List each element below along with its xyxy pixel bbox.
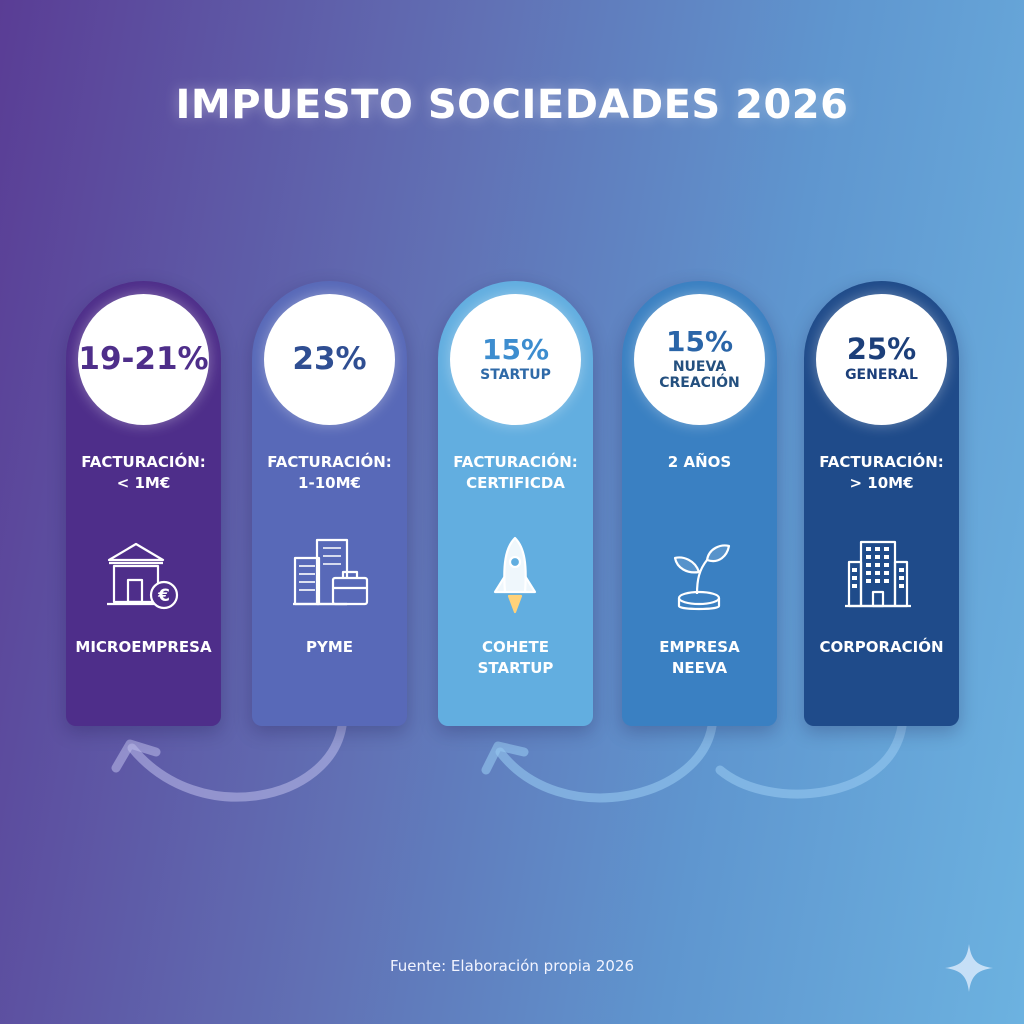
revenue-label: FACTURACIÓN: — [267, 453, 392, 471]
bank-euro-icon: € — [107, 542, 179, 610]
card-label-line-1: EMPRESA — [659, 638, 740, 656]
sparkle-icon — [945, 944, 993, 992]
office-briefcase-icon — [293, 538, 369, 606]
curved-arrow-head-2 — [481, 741, 529, 775]
card-label: MICROEMPRESA — [66, 637, 221, 658]
revenue-info: FACTURACIÓN: 1-10M€ — [252, 452, 407, 494]
rate-subtitle: GENERAL — [845, 367, 918, 384]
rate-subtitle: STARTUP — [480, 366, 551, 383]
card-corporacion: 25% GENERAL FACTURACIÓN: > 10M€ CORPORAC… — [804, 281, 959, 726]
card-label: COHETE STARTUP — [438, 637, 593, 679]
rate-value: 15% — [481, 332, 550, 366]
revenue-label: FACTURACIÓN: — [81, 453, 206, 471]
curved-arrow-nueva-to-startup — [495, 721, 717, 803]
revenue-value: > 10M€ — [849, 474, 914, 492]
revenue-value: < 1M€ — [116, 474, 171, 492]
card-microempresa: 19-21% FACTURACIÓN: < 1M€ € MICROEMPRESA — [66, 281, 221, 726]
sprout-coin-icon — [673, 544, 731, 611]
revenue-label: 2 AÑOS — [667, 453, 732, 471]
revenue-label: FACTURACIÓN: — [453, 453, 578, 471]
card-label: EMPRESA NEEVA — [622, 637, 777, 679]
card-label-line-1: MICROEMPRESA — [75, 638, 212, 656]
rate-value: 23% — [292, 341, 367, 377]
svg-text:€: € — [157, 586, 170, 606]
rate-circle: 15% STARTUP — [450, 294, 581, 425]
revenue-info: FACTURACIÓN: < 1M€ — [66, 452, 221, 494]
card-label-line-1: COHETE — [481, 638, 550, 656]
rocket-icon — [493, 536, 537, 614]
rate-circle: 25% GENERAL — [816, 294, 947, 425]
page-title: IMPUESTO SOCIEDADES 2026 — [175, 82, 849, 128]
revenue-value: CERTIFICDA — [466, 474, 565, 492]
curved-arrow-corp — [715, 721, 907, 799]
revenue-value: 1-10M€ — [298, 474, 361, 492]
revenue-info: FACTURACIÓN: > 10M€ — [804, 452, 959, 494]
card-label: PYME — [252, 637, 407, 658]
card-label: CORPORACIÓN — [804, 637, 959, 658]
curved-arrow-head-1 — [111, 739, 161, 773]
card-startup: 15% STARTUP FACTURACIÓN: CERTIFICDA COHE… — [438, 281, 593, 726]
revenue-label: FACTURACIÓN: — [819, 453, 944, 471]
rate-circle: 15% NUEVA CREACIÓN — [634, 294, 765, 425]
revenue-info: FACTURACIÓN: CERTIFICDA — [438, 452, 593, 494]
rate-subtitle: NUEVA CREACIÓN — [659, 358, 740, 391]
card-label-line-1: CORPORACIÓN — [819, 638, 944, 656]
source-note: Fuente: Elaboración propia 2026 — [389, 957, 635, 975]
curved-arrow-pyme-to-micro — [127, 721, 347, 802]
card-label-line-2: STARTUP — [477, 659, 554, 677]
rate-value: 15% — [665, 324, 734, 358]
card-pyme: 23% FACTURACIÓN: 1-10M€ PYME — [252, 281, 407, 726]
revenue-info: 2 AÑOS — [622, 452, 777, 473]
card-label-line-1: PYME — [305, 638, 354, 656]
card-label-line-2: NEEVA — [671, 659, 728, 677]
rate-value: 25% — [846, 332, 917, 367]
skyscraper-icon — [845, 540, 911, 608]
card-nueva-creacion: 15% NUEVA CREACIÓN 2 AÑOS EMPRESA NEEVA — [622, 281, 777, 726]
rate-value: 19-21% — [78, 341, 209, 377]
rate-circle: 19-21% — [78, 294, 209, 425]
rate-circle: 23% — [264, 294, 395, 425]
